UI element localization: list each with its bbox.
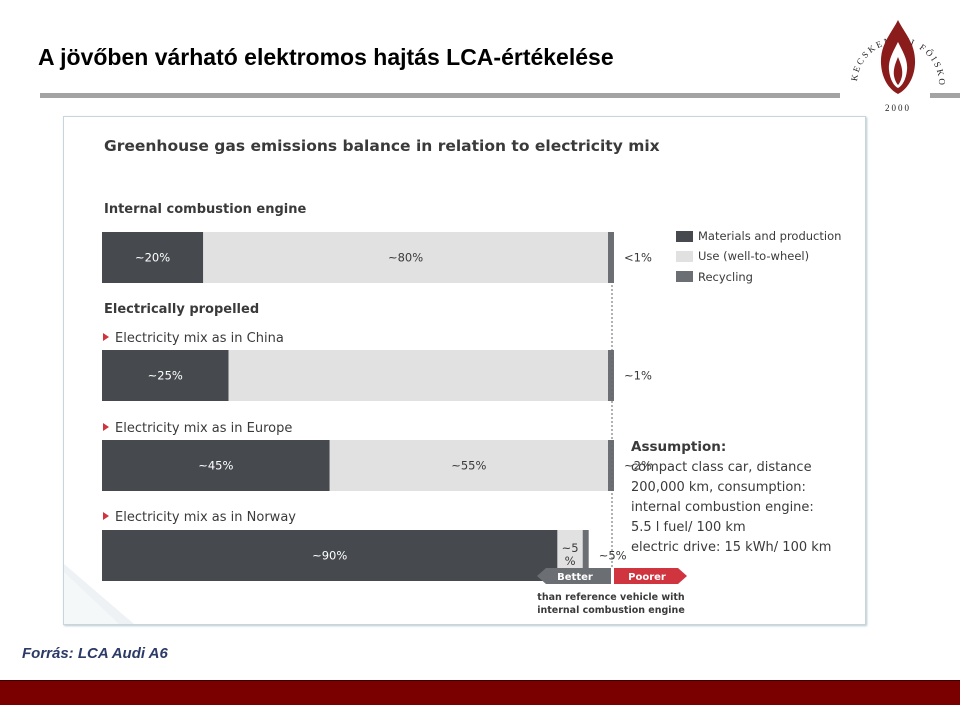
- bar-segment-use: [228, 350, 608, 401]
- source-citation: Forrás: LCA Audi A6: [22, 645, 168, 662]
- bar-segment-recycling: [582, 530, 589, 581]
- legend-swatch-use: [676, 251, 693, 262]
- better-label: Better: [557, 572, 593, 583]
- bar-segment-recycling: [608, 232, 614, 283]
- category-bullet-icon: [103, 423, 109, 431]
- legend-label-materials: Materials and production: [698, 229, 841, 243]
- bar-value-label: ~5%: [599, 549, 627, 563]
- category-bullet-icon: [103, 333, 109, 341]
- assumption-block: Assumption: compact class car, distance …: [631, 439, 831, 555]
- reference-comparison: Better Poorer than reference vehicle wit…: [537, 568, 687, 616]
- reference-caption-line2: internal combustion engine: [537, 605, 685, 616]
- better-arrow: [537, 568, 611, 584]
- category-label: Electricity mix as in Europe: [115, 421, 292, 436]
- poorer-arrow: [614, 568, 687, 584]
- legend-label-use: Use (well-to-wheel): [698, 249, 809, 263]
- bar-value-label: <1%: [624, 251, 652, 265]
- flame-emblem-icon: [880, 20, 916, 94]
- college-logo: KECSKEMÉTI FŐISKOLA 2000: [843, 2, 945, 113]
- poorer-label: Poorer: [628, 572, 666, 583]
- bar-value-label: ~5%: [562, 541, 579, 568]
- bar-value-label: ~2%: [624, 459, 652, 473]
- category-label: Electricity mix as in China: [115, 331, 284, 346]
- bar-segment-use: [203, 232, 608, 283]
- title-divider: [40, 93, 840, 98]
- bar-segment-materials: [102, 350, 229, 401]
- reference-caption-line1: than reference vehicle with: [537, 592, 685, 603]
- bar-segment-use: [329, 440, 608, 491]
- assumption-line: internal combustion engine:: [631, 500, 814, 515]
- chart-title: Greenhouse gas emissions balance in rela…: [104, 137, 660, 155]
- bar-segment-recycling: [608, 350, 614, 401]
- assumption-line: compact class car, distance: [631, 460, 812, 475]
- bar-value-label: ~20%: [135, 251, 170, 265]
- logo-year: 2000: [885, 103, 911, 113]
- bar-value-label: ~55%: [451, 459, 486, 473]
- bar-segment-recycling: [608, 440, 614, 491]
- slide-title: A jövőben várható elektromos hajtás LCA-…: [38, 44, 614, 70]
- bar-value-label: ~25%: [148, 369, 183, 383]
- bar-segment-materials: [102, 530, 558, 581]
- chart-panel: Greenhouse gas emissions balance in rela…: [63, 116, 866, 625]
- emissions-chart: Greenhouse gas emissions balance in rela…: [64, 137, 841, 624]
- title-divider-right: [930, 93, 960, 98]
- footer-line: [0, 680, 960, 681]
- category-label: Electricity mix as in Norway: [115, 510, 296, 525]
- footer-bar: [0, 680, 960, 705]
- assumption-line: 200,000 km, consumption:: [631, 480, 806, 495]
- category-bullet-icon: [103, 512, 109, 520]
- bar-segment-materials: [102, 440, 330, 491]
- assumption-heading: Assumption:: [631, 439, 726, 455]
- assumption-line: 5.5 l fuel/ 100 km: [631, 520, 746, 535]
- bar-value-label: ~80%: [388, 251, 423, 265]
- bars-layer: ~20% ~80% <1% Electricity mix as in China ~2…: [102, 232, 652, 581]
- legend: Materials and production Use (well-to-wh…: [676, 229, 841, 284]
- legend-swatch-materials: [676, 231, 693, 242]
- bar-value-label: ~90%: [312, 549, 347, 563]
- bar-segment-materials: [102, 232, 204, 283]
- group-label-ice: Internal combustion engine: [104, 202, 306, 217]
- group-label-electric: Electrically propelled: [104, 302, 259, 317]
- legend-swatch-recycling: [676, 271, 693, 282]
- legend-label-recycling: Recycling: [698, 270, 753, 284]
- assumption-line: electric drive: 15 kWh/ 100 km: [631, 540, 831, 555]
- bar-value-label: ~1%: [624, 369, 652, 383]
- bar-value-label: ~45%: [198, 459, 233, 473]
